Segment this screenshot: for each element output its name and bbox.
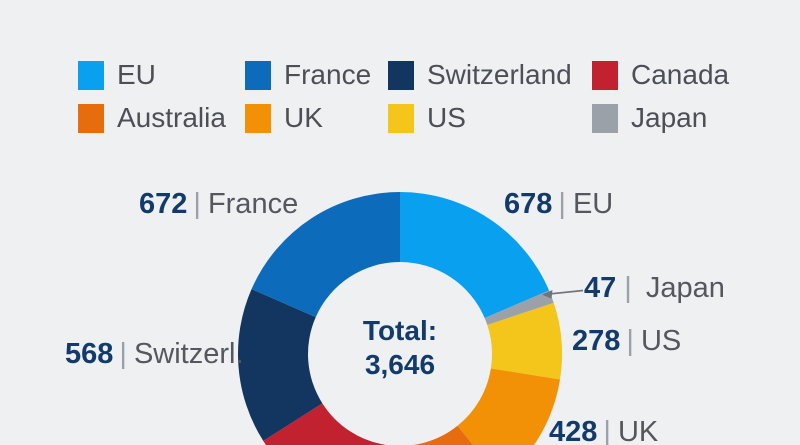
callout-name: UK <box>617 416 659 445</box>
legend-item-label: US <box>427 102 466 133</box>
legend: EU France Switzerland Canada Australia <box>0 0 800 150</box>
legend-item-label: Japan <box>631 102 708 133</box>
legend-color-swatch <box>592 60 618 90</box>
legend-item-label: EU <box>117 59 156 90</box>
callout-name: Switzerl. <box>133 338 244 370</box>
donut-center-total: Total: 3,646 <box>300 314 500 382</box>
callout-value: 672 <box>139 188 188 220</box>
callout-name: US <box>640 325 682 357</box>
callout-value: 278 <box>572 325 621 357</box>
slice-switzerland <box>237 289 323 441</box>
legend-item-uk: UK <box>245 102 323 134</box>
total-title: Total: <box>362 315 438 346</box>
callout-name: EU <box>572 188 614 220</box>
slice-us <box>487 302 562 380</box>
callout-name: France <box>207 188 299 220</box>
slice-japan <box>484 290 554 325</box>
callout-separator: | <box>558 188 566 220</box>
callout-value: 568 <box>65 338 114 370</box>
legend-item-us: US <box>388 102 466 134</box>
callout-eu: 678 | EU <box>504 189 613 219</box>
legend-item-canada: Canada <box>592 59 729 91</box>
total-value: 3,646 <box>364 349 436 380</box>
slice-eu <box>400 192 550 318</box>
legend-item-switzerland: Switzerland <box>388 59 572 91</box>
legend-item-label: France <box>284 59 372 90</box>
legend-item-label: Switzerland <box>427 59 572 90</box>
legend-color-swatch <box>78 60 104 90</box>
legend-color-swatch <box>245 103 271 133</box>
legend-item-japan: Japan <box>592 102 707 134</box>
callout-separator: | <box>624 272 632 304</box>
callout-us: 278 | US <box>572 326 681 356</box>
legend-item-france: France <box>245 59 371 91</box>
callout-value: 678 <box>504 188 553 220</box>
callout-value: 428 <box>549 416 598 445</box>
slice-france <box>251 192 400 318</box>
legend-item-australia: Australia <box>78 102 226 134</box>
slice-australia <box>384 425 473 445</box>
callout-separator: | <box>626 325 634 357</box>
callout-switzerland: 568 | Switzerl. <box>65 339 244 369</box>
callout-separator: | <box>193 188 201 220</box>
slice-uk <box>457 368 560 445</box>
callout-japan: 47 | Japan <box>584 273 725 303</box>
slice-canada <box>263 403 385 445</box>
japan-callout-line <box>542 289 584 299</box>
callout-name: Japan <box>645 272 725 304</box>
callout-separator: | <box>603 416 611 445</box>
callout-separator: | <box>119 338 127 370</box>
legend-item-label: Canada <box>631 59 730 90</box>
callout-uk: 428 | UK <box>549 417 658 445</box>
donut-slices <box>237 192 562 445</box>
legend-item-label: UK <box>284 102 323 133</box>
callout-arrowhead-icon <box>542 290 553 299</box>
legend-color-swatch <box>78 103 104 133</box>
legend-item-eu: EU <box>78 59 156 91</box>
legend-color-swatch <box>388 103 414 133</box>
legend-item-label: Australia <box>117 102 226 133</box>
legend-color-swatch <box>592 103 618 133</box>
callout-value: 47 <box>584 272 617 304</box>
legend-color-swatch <box>388 60 414 90</box>
callout-france: 672 | France <box>139 189 298 219</box>
legend-color-swatch <box>245 60 271 90</box>
